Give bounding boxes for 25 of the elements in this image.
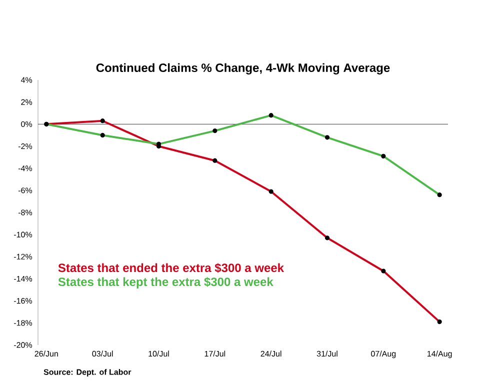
y-tick-label: -6% <box>18 188 32 194</box>
x-tick-label: 24/Jul <box>260 350 282 357</box>
y-tick-label: -4% <box>18 166 32 172</box>
text: States that kept the extra $300 a week <box>58 277 274 288</box>
source-note: Source: Dept. of Labor <box>44 369 132 376</box>
y-tick-label: -8% <box>18 210 32 216</box>
text: States that ended the extra $300 a week <box>58 263 284 273</box>
y-tick-label: -20% <box>14 342 32 348</box>
x-tick-label: 26/Jun <box>34 350 58 357</box>
chart-title: Continued Claims % Change, 4-Wk Moving Average <box>96 63 390 74</box>
x-tick-label: 10/Jul <box>148 350 169 357</box>
y-tick-label: 2% <box>21 99 32 105</box>
x-tick-label: 03/Jul <box>92 350 113 357</box>
x-tick-label: 14/Aug <box>428 350 452 358</box>
x-tick-label: 31/Jul <box>316 350 338 357</box>
y-tick-label: -12% <box>14 254 32 260</box>
x-tick-label: 07/Aug <box>371 350 396 358</box>
y-tick-label: -14% <box>14 276 32 282</box>
y-tick-label: -2% <box>18 143 32 150</box>
y-tick-label: -16% <box>14 298 32 304</box>
y-tick-label: -18% <box>14 320 32 326</box>
x-tick-label: 17/Jul <box>204 350 226 357</box>
y-tick-label: 0% <box>21 121 32 127</box>
y-tick-label: -10% <box>14 232 32 238</box>
y-tick-label: 4% <box>20 77 32 83</box>
